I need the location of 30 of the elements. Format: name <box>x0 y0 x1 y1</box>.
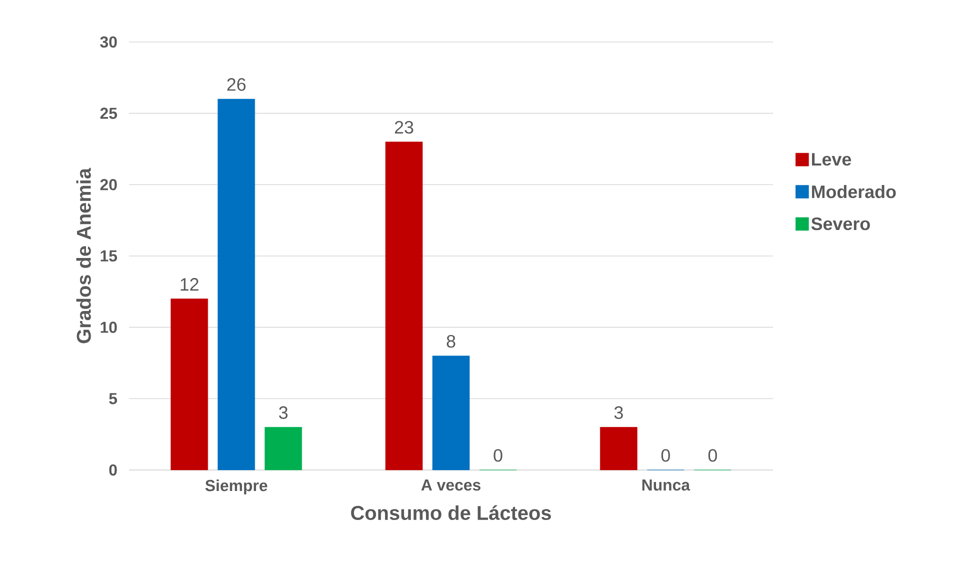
y-tick-label: 30 <box>100 36 117 48</box>
data-label: 23 <box>394 120 414 134</box>
x-tick-label: Nunca <box>642 480 690 491</box>
y-tick-label: 20 <box>100 179 117 190</box>
bar <box>218 98 255 470</box>
bar <box>264 427 302 470</box>
data-label: 12 <box>180 278 198 291</box>
x-tick-label: Siempre <box>205 480 268 494</box>
data-label: 0 <box>661 449 670 462</box>
data-label: 3 <box>614 406 623 419</box>
x-tick-label: A veces <box>421 480 480 491</box>
data-label: 8 <box>446 334 456 348</box>
bar <box>170 298 208 470</box>
y-tick-label: 0 <box>109 464 117 476</box>
y-tick-label: 10 <box>100 322 117 333</box>
bar <box>600 427 638 470</box>
legend-label: Leve <box>812 153 852 166</box>
x-axis-title: Consumo de Lácteos <box>351 505 551 520</box>
data-label: 26 <box>227 78 246 91</box>
y-tick-label: 15 <box>100 250 118 262</box>
data-label: 3 <box>279 406 288 419</box>
legend-label: Moderado <box>812 184 896 198</box>
legend-label: Severo <box>811 217 870 230</box>
y-axis-title: Grados de Anemia <box>76 168 91 344</box>
y-tick-label: 5 <box>109 393 118 404</box>
data-label: 0 <box>494 449 502 462</box>
bar <box>432 356 470 470</box>
y-tick-label: 25 <box>100 108 118 119</box>
bar <box>385 142 423 470</box>
data-label: 0 <box>708 449 717 462</box>
